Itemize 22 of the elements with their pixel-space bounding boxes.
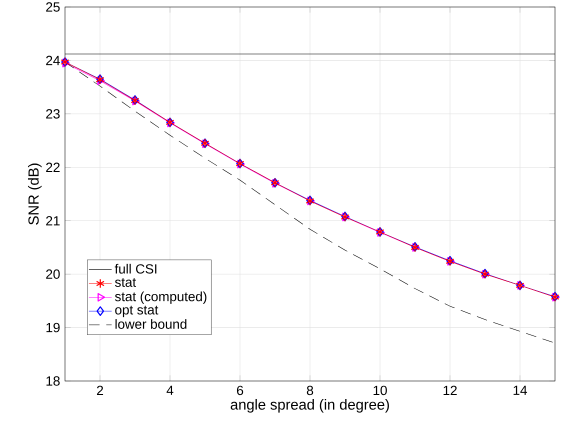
x-tick-label: 4 — [166, 386, 174, 395]
y-tick-label: 23 — [46, 109, 60, 119]
y-tick-label: 25 — [46, 2, 60, 12]
legend-label: full CSI — [114, 264, 156, 274]
x-tick-label: 2 — [96, 386, 104, 396]
y-axis-title: SNR (dB) — [28, 164, 42, 225]
legend-label: stat (computed) — [114, 291, 206, 304]
y-tick-label: 19 — [46, 322, 60, 332]
x-tick-label: 12 — [444, 386, 457, 396]
x-tick-label: 6 — [236, 386, 244, 396]
y-tick-label: 18 — [46, 376, 60, 386]
legend-label: opt stat — [115, 306, 158, 318]
legend-label: stat — [114, 278, 136, 287]
y-tick-label: 21 — [46, 216, 60, 226]
x-tick-label: 8 — [306, 386, 314, 396]
x-tick-label: 14 — [514, 386, 528, 395]
legend-label: lower bound — [116, 319, 186, 329]
y-tick-label: 20 — [46, 269, 60, 279]
y-tick-label: 24 — [46, 56, 60, 66]
y-tick-label: 22 — [46, 162, 60, 172]
x-axis-title: angle spread (in degree) — [230, 398, 389, 413]
x-tick-label: 10 — [374, 386, 387, 396]
